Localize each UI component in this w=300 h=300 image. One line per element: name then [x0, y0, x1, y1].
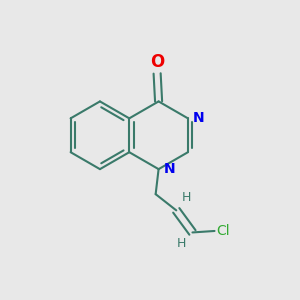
Text: H: H [177, 237, 186, 250]
Text: N: N [164, 161, 176, 176]
Text: N: N [193, 111, 205, 125]
Text: Cl: Cl [216, 224, 230, 238]
Text: H: H [182, 191, 191, 204]
Text: O: O [150, 53, 164, 71]
